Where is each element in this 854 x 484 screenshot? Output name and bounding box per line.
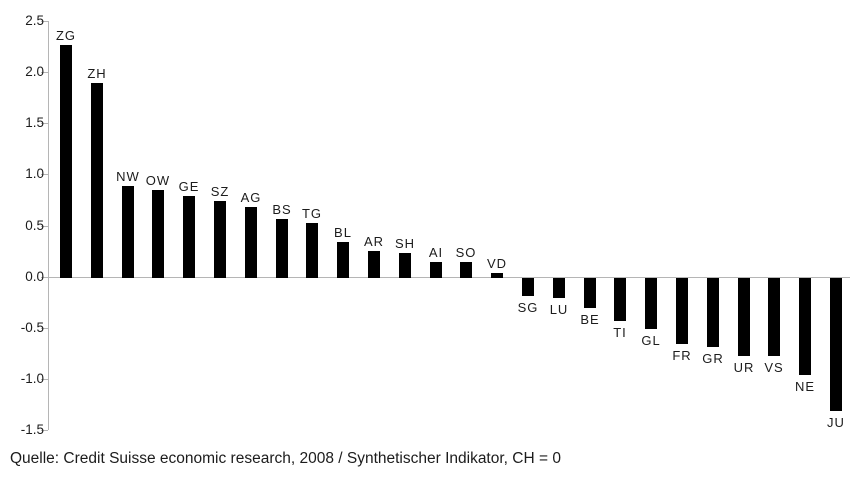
bar-bs — [276, 219, 288, 278]
bar-chart: 2.5 2.0 1.5 1.0 0.5 0.0 -0.5 -1.0 -1.5 ZG ZH NW OW G… — [20, 13, 850, 437]
y-tick-label: 1.5 — [25, 115, 44, 130]
bar-bl — [337, 242, 349, 278]
bar-label-sg: SG — [517, 300, 539, 315]
bar-label-sz: SZ — [210, 184, 230, 199]
bar-label-bl: BL — [334, 225, 352, 240]
bar-ju — [830, 278, 842, 411]
bar-tg — [306, 223, 318, 278]
bar-label-ow: OW — [145, 173, 171, 188]
bar-label-bs: BS — [272, 202, 292, 217]
y-tick-label: -0.5 — [20, 320, 44, 335]
bar-label-vs: VS — [764, 360, 784, 375]
y-tick-mark — [41, 21, 48, 22]
y-tick-label: 0.0 — [25, 269, 44, 284]
bar-vs — [768, 278, 780, 356]
y-tick-label: 2.0 — [25, 64, 44, 79]
y-tick-mark — [41, 174, 48, 175]
bar-label-ju: JU — [827, 415, 845, 430]
bar-lu — [553, 278, 565, 298]
y-tick-label: -1.0 — [20, 371, 44, 386]
bar-label-ti: TI — [613, 325, 627, 340]
bar-gl — [645, 278, 657, 329]
bar-label-be: BE — [580, 312, 600, 327]
bar-gr — [707, 278, 719, 347]
bar-label-so: SO — [455, 245, 477, 260]
bar-zh — [91, 83, 103, 278]
bar-sg — [522, 278, 534, 296]
bar-label-fr: FR — [672, 348, 692, 363]
y-tick-label: 0.5 — [25, 218, 44, 233]
y-axis-line — [48, 21, 49, 430]
bar-so — [460, 262, 472, 278]
y-tick-mark — [41, 379, 48, 380]
bar-sz — [214, 201, 226, 278]
bar-label-ge: GE — [178, 179, 200, 194]
y-tick-mark — [41, 123, 48, 124]
bar-ar — [368, 251, 380, 278]
bar-vd — [491, 273, 503, 278]
bar-sh — [399, 253, 411, 278]
source-caption: Quelle: Credit Suisse economic research,… — [10, 450, 561, 467]
bar-nw — [122, 186, 134, 278]
y-tick-label: -1.5 — [20, 422, 44, 437]
bar-label-tg: TG — [301, 206, 323, 221]
bar-label-ag: AG — [240, 190, 262, 205]
bar-label-ai: AI — [428, 245, 444, 260]
y-tick-mark — [41, 72, 48, 73]
bar-ag — [245, 207, 257, 278]
bar-ow — [152, 190, 164, 278]
bar-label-gl: GL — [641, 333, 661, 348]
bar-ai — [430, 262, 442, 278]
y-tick-mark — [41, 226, 48, 227]
y-tick-mark — [41, 328, 48, 329]
bar-label-zh: ZH — [87, 66, 107, 81]
bar-label-ur: UR — [733, 360, 755, 375]
bar-label-zg: ZG — [55, 28, 77, 43]
bar-label-lu: LU — [549, 302, 569, 317]
bar-zg — [60, 45, 72, 278]
y-tick-mark — [41, 430, 48, 431]
bar-label-nw: NW — [116, 169, 140, 184]
bar-ur — [738, 278, 750, 356]
y-tick-label: 1.0 — [25, 166, 44, 181]
bar-label-ar: AR — [363, 234, 385, 249]
y-tick-mark — [41, 277, 48, 278]
x-axis-zero-line — [48, 277, 850, 278]
bar-ti — [614, 278, 626, 321]
bar-fr — [676, 278, 688, 344]
y-tick-label: 2.5 — [25, 13, 44, 28]
bar-label-sh: SH — [394, 236, 416, 251]
bar-label-vd: VD — [486, 256, 508, 271]
bar-be — [584, 278, 596, 308]
bar-label-gr: GR — [702, 351, 724, 366]
bar-ge — [183, 196, 195, 278]
bar-ne — [799, 278, 811, 375]
bar-label-ne: NE — [794, 379, 816, 394]
